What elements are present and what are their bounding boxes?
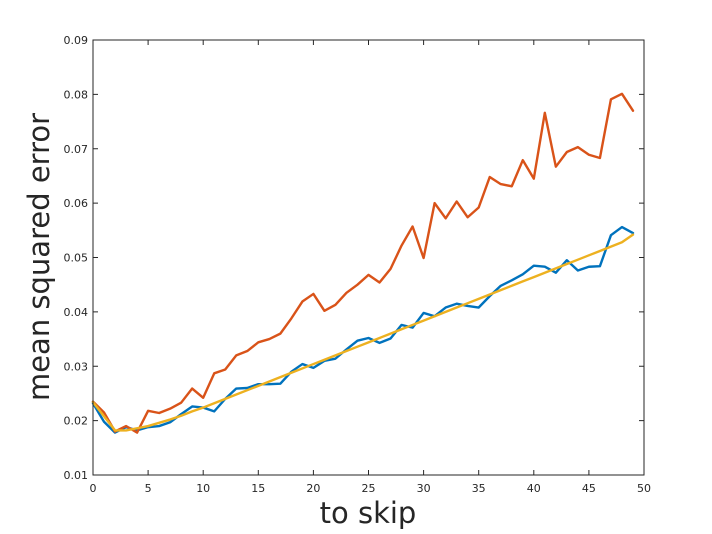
y-axis-label: mean squared error bbox=[22, 113, 56, 401]
series-line-1 bbox=[91, 225, 635, 434]
y-tick-label: 0.09 bbox=[64, 34, 89, 47]
series-line-2 bbox=[91, 92, 635, 434]
x-tick-label: 35 bbox=[472, 482, 486, 495]
y-tick-label: 0.07 bbox=[64, 143, 89, 156]
series-layer bbox=[91, 92, 635, 434]
series-line-3 bbox=[91, 233, 635, 432]
x-tick-label: 30 bbox=[417, 482, 431, 495]
x-tick-label: 50 bbox=[637, 482, 651, 495]
y-tick-label: 0.04 bbox=[64, 306, 89, 319]
plot-area bbox=[93, 40, 644, 475]
x-tick-label: 5 bbox=[145, 482, 152, 495]
y-axis-ticks: 0.01 0.02 0.03 0.04 0.05 0.06 0.07 0.08 0.09 bbox=[64, 34, 644, 482]
x-tick-label: 40 bbox=[527, 482, 541, 495]
x-axis-ticks: 0 5 10 15 20 25 30 35 40 45 50 bbox=[90, 40, 651, 495]
y-tick-label: 0.08 bbox=[64, 88, 89, 101]
x-tick-label: 10 bbox=[196, 482, 210, 495]
x-tick-label: 0 bbox=[90, 482, 97, 495]
y-tick-label: 0.06 bbox=[64, 197, 89, 210]
y-tick-label: 0.05 bbox=[64, 252, 89, 265]
x-axis-label: to skip bbox=[320, 496, 417, 530]
x-tick-label: 15 bbox=[251, 482, 265, 495]
y-tick-label: 0.01 bbox=[64, 469, 89, 482]
y-tick-label: 0.02 bbox=[64, 415, 89, 428]
x-tick-label: 45 bbox=[582, 482, 596, 495]
y-tick-label: 0.03 bbox=[64, 360, 89, 373]
x-tick-label: 25 bbox=[362, 482, 376, 495]
x-tick-label: 20 bbox=[306, 482, 320, 495]
